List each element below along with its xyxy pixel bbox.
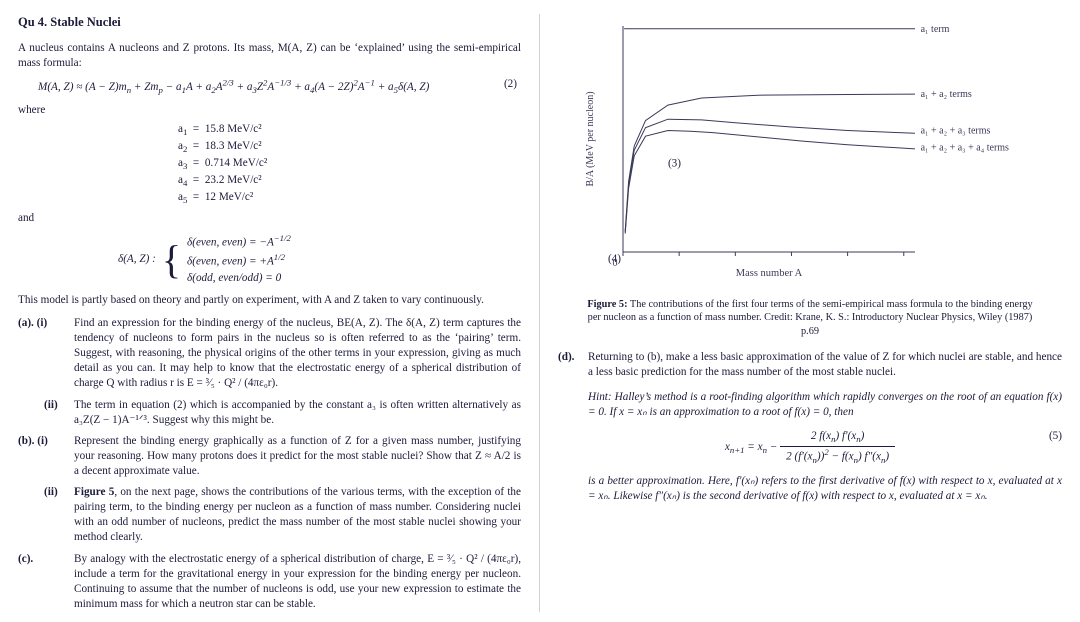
param-value: 15.8 MeV/c² bbox=[205, 123, 262, 135]
qd-body: Returning to (b), make a less basic appr… bbox=[588, 350, 1062, 380]
qb-ii-text: , on the next page, shows the contributi… bbox=[74, 486, 521, 543]
hint-text: Hint: Halley’s method is a root-finding … bbox=[588, 390, 1062, 420]
equation-5-number: (5) bbox=[1049, 429, 1062, 444]
figure-5-caption: Figure 5: The contributions of the first… bbox=[586, 298, 1034, 338]
page: Qu 4. Stable Nuclei A nucleus contains A… bbox=[0, 0, 1080, 622]
question-a-ii: (ii) The term in equation (2) which is a… bbox=[44, 398, 521, 428]
equation-2-body: M(A, Z) ≈ (A − Z)mn + Zmp − a1A + a2A2/3… bbox=[38, 81, 429, 93]
hint-tail: is a better approximation. Here, f′(xₙ) … bbox=[588, 474, 1062, 504]
param-row: a5 = 12 MeV/c² bbox=[178, 190, 521, 207]
delta-cases: δ(even, even) = −A−1/2 δ(even, even) = +… bbox=[187, 232, 291, 287]
question-d: (d). Returning to (b), make a less basic… bbox=[558, 350, 1062, 380]
label-a-ii: (ii) bbox=[44, 398, 74, 428]
svg-text:a₁ + a₂ terms: a₁ + a₂ terms bbox=[921, 89, 972, 100]
right-column: B/A (MeV per nucleon) Mass number A 0 a₁ te… bbox=[540, 14, 1062, 612]
equation-5: xn+1 = xn − 2 f(xn) f′(xn) 2 (f′(xn))2 −… bbox=[558, 429, 1062, 467]
param-row: a2 = 18.3 MeV/c² bbox=[178, 139, 521, 156]
svg-text:0: 0 bbox=[613, 258, 618, 269]
halley-body: xn+1 = xn − 2 f(xn) f′(xn) 2 (f′(xn))2 −… bbox=[725, 441, 895, 453]
svg-text:a₁ + a₂ + a₃ terms: a₁ + a₂ + a₃ terms bbox=[921, 126, 991, 137]
question-b: (b). (i) Represent the binding energy gr… bbox=[18, 434, 521, 479]
delta-case: δ(even, even) = +A1/2 bbox=[187, 252, 291, 270]
question-c: (c). By analogy with the electrostatic e… bbox=[18, 552, 521, 612]
brace-icon: { bbox=[162, 240, 181, 280]
parameter-list: a1 = 15.8 MeV/c² a2 = 18.3 MeV/c² a3 = 0… bbox=[178, 122, 521, 207]
equation-2-number: (2) bbox=[504, 77, 517, 92]
label-d: (d). bbox=[558, 350, 588, 380]
label-b-ii: (ii) bbox=[44, 485, 74, 545]
figure-5-chart: B/A (MeV per nucleon) Mass number A 0 a₁ te… bbox=[558, 18, 1062, 288]
equation-2: M(A, Z) ≈ (A − Z)mn + Zmp − a1A + a2A2/3… bbox=[38, 77, 521, 97]
question-title: Qu 4. Stable Nuclei bbox=[18, 14, 521, 31]
label-a: (a). (i) bbox=[18, 316, 74, 392]
param-value: 12 MeV/c² bbox=[205, 191, 253, 203]
intro-paragraph: A nucleus contains A nucleons and Z prot… bbox=[18, 41, 521, 71]
caption-text: The contributions of the first four term… bbox=[588, 299, 1033, 337]
svg-text:Mass number A: Mass number A bbox=[736, 268, 803, 279]
svg-text:a₁ term: a₁ term bbox=[921, 24, 950, 35]
binding-energy-svg: B/A (MeV per nucleon) Mass number A 0 a₁ te… bbox=[575, 18, 1045, 288]
question-a: (a). (i) Find an expression for the bind… bbox=[18, 316, 521, 392]
qb-i-body: Represent the binding energy graphically… bbox=[74, 434, 521, 479]
and-label: and bbox=[18, 211, 521, 226]
delta-case: δ(even, even) = −A−1/2 bbox=[187, 233, 291, 251]
question-list: (a). (i) Find an expression for the bind… bbox=[18, 316, 521, 612]
param-row: a3 = 0.714 MeV/c² bbox=[178, 156, 521, 173]
svg-text:a₁ + a₂ + a₃ + a₄ terms: a₁ + a₂ + a₃ + a₄ terms bbox=[921, 142, 1009, 153]
model-note: This model is partly based on theory and… bbox=[18, 293, 521, 308]
label-b: (b). (i) bbox=[18, 434, 74, 479]
caption-lead: Figure 5: bbox=[587, 299, 627, 310]
delta-definition: δ(A, Z) : { δ(even, even) = −A−1/2 δ(eve… bbox=[118, 232, 521, 287]
qa-i-body: Find an expression for the binding energ… bbox=[74, 316, 521, 392]
qc-body: By analogy with the electrostatic energy… bbox=[74, 552, 521, 612]
param-value: 0.714 MeV/c² bbox=[205, 157, 267, 169]
delta-case: δ(odd, even/odd) = 0 bbox=[187, 271, 291, 286]
qb-ii-body: Figure 5, on the next page, shows the co… bbox=[74, 485, 521, 545]
param-row: a1 = 15.8 MeV/c² bbox=[178, 122, 521, 139]
label-c: (c). bbox=[18, 552, 74, 612]
where-label: where bbox=[18, 103, 521, 118]
left-column: Qu 4. Stable Nuclei A nucleus contains A… bbox=[18, 14, 540, 612]
qa-ii-body: The term in equation (2) which is accomp… bbox=[74, 398, 521, 428]
param-row: a4 = 23.2 MeV/c² bbox=[178, 173, 521, 190]
delta-lead: δ(A, Z) : bbox=[118, 252, 156, 267]
svg-text:B/A (MeV per nucleon): B/A (MeV per nucleon) bbox=[585, 91, 596, 186]
param-value: 23.2 MeV/c² bbox=[205, 174, 262, 186]
param-value: 18.3 MeV/c² bbox=[205, 140, 262, 152]
question-b-ii: (ii) Figure 5, on the next page, shows t… bbox=[44, 485, 521, 545]
